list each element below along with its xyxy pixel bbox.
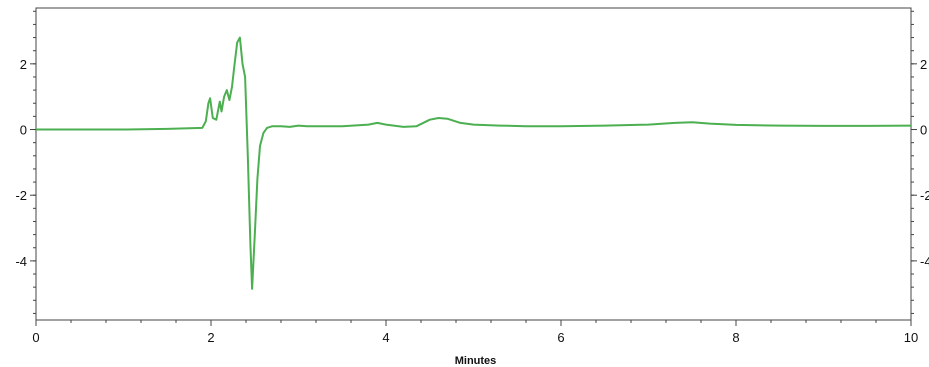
tick-labels: 0 2 4 6 8 10 -4 -4 -2 -2 0 0 2 2 [15,57,929,345]
x-tick-label: 8 [732,330,739,345]
right-y-tick-label: -2 [920,188,929,203]
y-tick-label: 0 [20,123,27,138]
plot-area [35,7,912,321]
axis-ticks [30,10,917,326]
y-tick-label: 2 [20,57,27,72]
right-y-tick-label: 0 [920,123,927,138]
x-tick-label: 10 [904,330,918,345]
right-y-tick-label: -4 [920,254,929,269]
y-tick-label: -4 [15,254,27,269]
y-tick-label: -2 [15,188,27,203]
right-y-tick-label: 2 [920,57,927,72]
x-tick-label: 6 [557,330,564,345]
x-tick-label: 2 [207,330,214,345]
series-line [36,36,912,290]
x-tick-label: 4 [382,330,389,345]
x-axis-label: Minutes [455,355,497,367]
x-tick-label: 0 [32,330,39,345]
